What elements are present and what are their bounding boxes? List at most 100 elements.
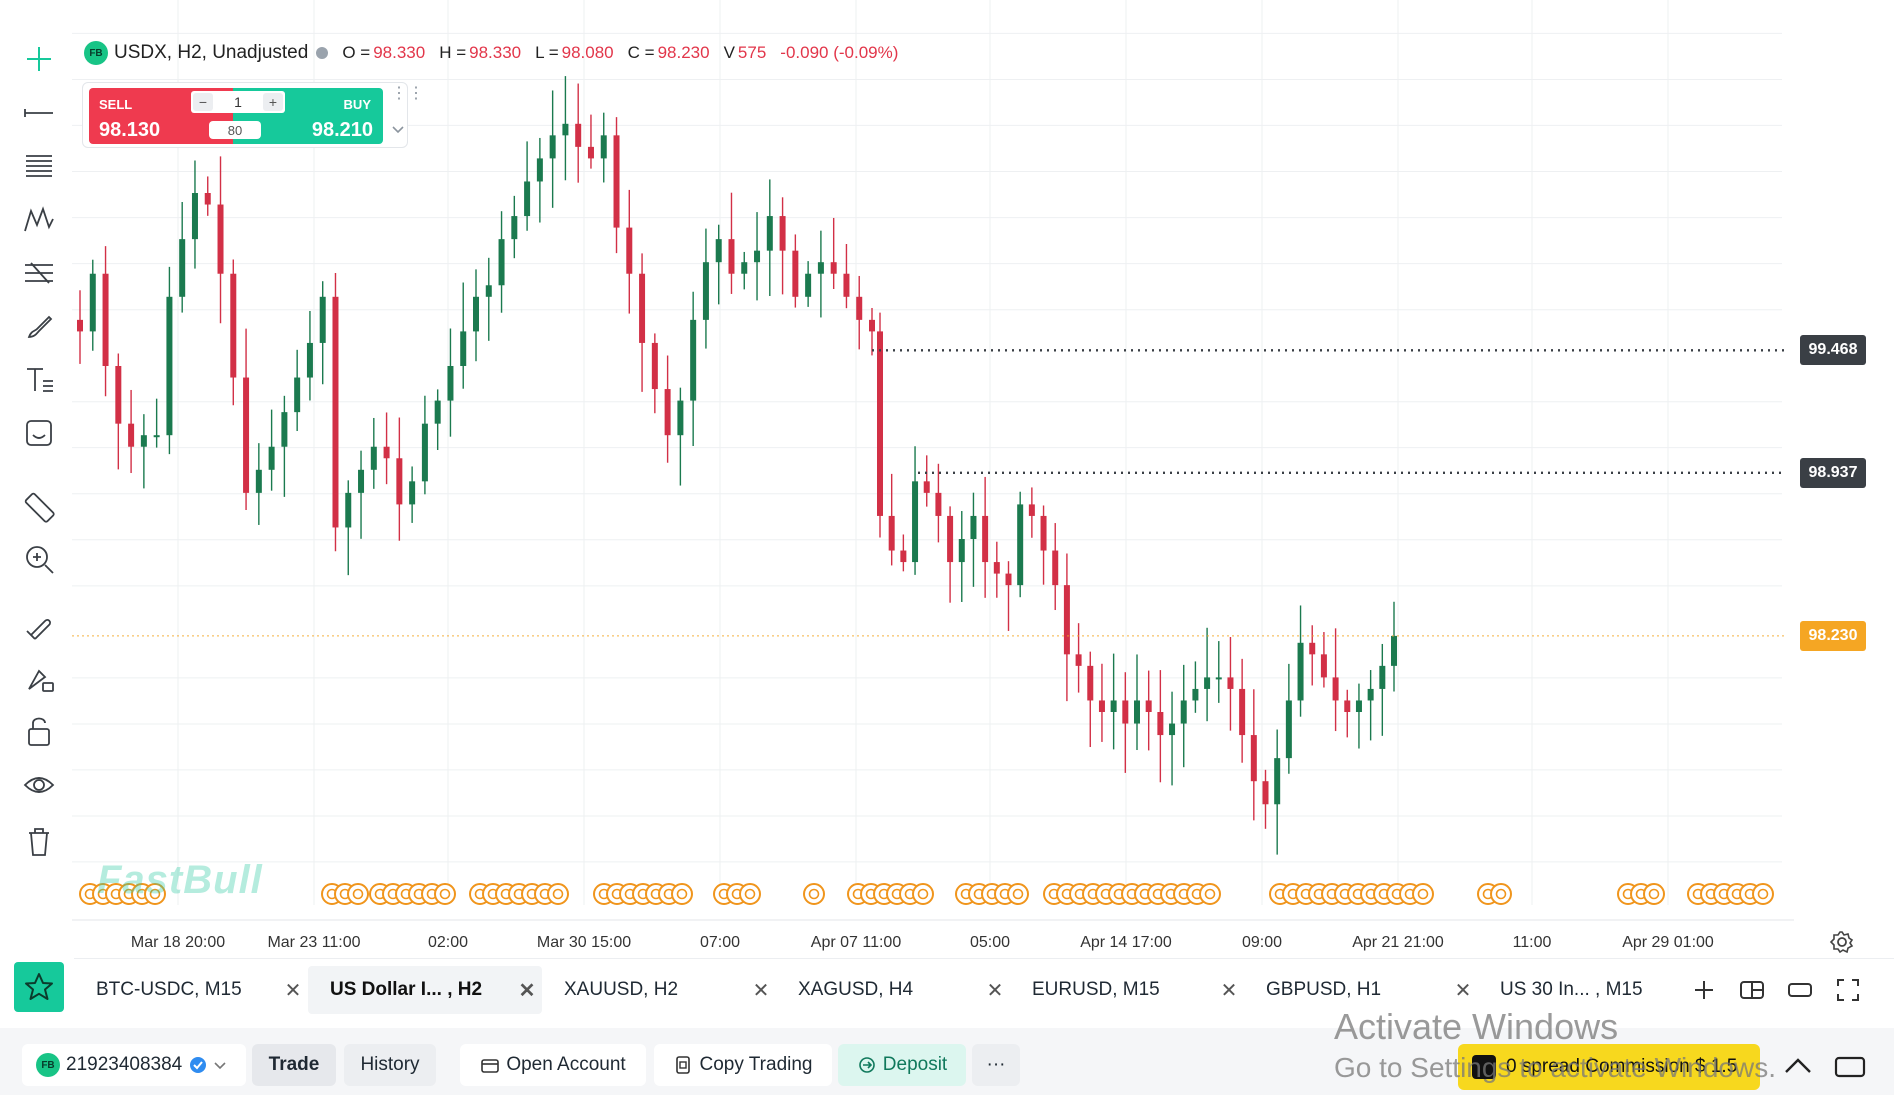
candle-body xyxy=(1110,700,1117,712)
channel-tool[interactable] xyxy=(18,252,60,294)
text-tool[interactable] xyxy=(18,358,60,400)
candle-body xyxy=(1122,700,1129,724)
increase-quantity-button[interactable]: + xyxy=(262,93,283,111)
zoom-in-tool[interactable] xyxy=(18,538,60,580)
chart-tab[interactable]: BTC-USDC, M15 ✕ xyxy=(74,966,308,1014)
event-marker-dot xyxy=(1757,888,1769,900)
candle-body xyxy=(1332,677,1339,701)
watchlist-star-button[interactable] xyxy=(14,962,64,1012)
eye-tool[interactable] xyxy=(18,764,60,806)
quantity-stepper[interactable]: − 1 + xyxy=(191,91,285,113)
promo-banner[interactable]: 0 spread Commission $ 1.5 xyxy=(1458,1044,1760,1090)
chevron-up-icon[interactable] xyxy=(1778,1050,1818,1084)
candle-body xyxy=(306,342,313,378)
close-tab-icon[interactable]: ✕ xyxy=(518,979,536,1002)
panel-toggle-icon[interactable] xyxy=(1830,1050,1870,1084)
chart-settings-gear-icon[interactable] xyxy=(1828,928,1856,956)
deposit-button[interactable]: Deposit xyxy=(838,1044,966,1086)
magnet-tool[interactable] xyxy=(18,606,60,648)
candle-body xyxy=(294,377,301,413)
close-tab-icon[interactable]: ✕ xyxy=(284,979,302,1002)
candle-body xyxy=(993,562,1000,574)
chart-tab[interactable]: EURUSD, M15 ✕ xyxy=(1010,966,1244,1014)
candle-body xyxy=(1309,642,1316,655)
candle-body xyxy=(888,515,895,551)
candle-body xyxy=(877,331,883,516)
candle-body xyxy=(1028,504,1035,516)
chart-tab[interactable]: US Dollar I... , H2 ✕ xyxy=(308,966,542,1014)
chart-tab[interactable]: US 30 In... , M15 xyxy=(1478,966,1712,1014)
chart-legend: FB USDX, H2, Unadjusted O = 98.330 H = 9… xyxy=(84,40,912,66)
candle-body xyxy=(358,469,365,493)
chart-tab[interactable]: GBPUSD, H1 ✕ xyxy=(1244,966,1478,1014)
price-badge: 99.468 xyxy=(1800,335,1866,366)
drag-handle-icon[interactable]: ⋮⋮ xyxy=(391,85,425,102)
open-account-button[interactable]: Open Account xyxy=(460,1044,646,1086)
candle-body xyxy=(958,539,965,563)
open-account-label: Open Account xyxy=(506,1054,626,1075)
trash-tool[interactable] xyxy=(18,820,60,862)
candle-body xyxy=(715,239,722,263)
symbol-title[interactable]: USDX, H2, Unadjusted xyxy=(114,42,309,63)
decrease-quantity-button[interactable]: − xyxy=(193,93,213,111)
sell-label: SELL xyxy=(99,97,133,112)
close-tab-icon[interactable]: ✕ xyxy=(1220,979,1238,1002)
candle-body xyxy=(766,216,773,251)
history-tab[interactable]: History xyxy=(344,1044,436,1086)
layout-button[interactable] xyxy=(1732,970,1772,1010)
activate-windows-title: Activate Windows xyxy=(1334,1006,1619,1047)
pattern-tool[interactable] xyxy=(18,198,60,240)
candle-body xyxy=(805,273,812,297)
horizontal-line-tool[interactable] xyxy=(18,92,60,134)
chart-tab[interactable]: XAGUSD, H4 ✕ xyxy=(776,966,1010,1014)
brush-tool[interactable] xyxy=(18,306,60,348)
candle-body xyxy=(651,342,658,390)
unlock-tool[interactable] xyxy=(18,710,60,752)
candle-body xyxy=(383,446,390,459)
channel-icon xyxy=(25,262,53,284)
account-selector[interactable]: FB 21923408384 xyxy=(22,1044,246,1086)
candle-body xyxy=(562,123,569,136)
copy-trading-button[interactable]: Copy Trading xyxy=(654,1044,832,1086)
single-view-button[interactable] xyxy=(1780,970,1820,1010)
fullscreen-button[interactable] xyxy=(1828,970,1868,1010)
candle-body xyxy=(1391,635,1397,666)
quantity-value[interactable]: 1 xyxy=(234,94,242,110)
crosshair-tool[interactable] xyxy=(18,38,60,80)
trade-tab[interactable]: Trade xyxy=(252,1044,336,1086)
candle-body xyxy=(1017,504,1024,586)
chart-tab-label: XAGUSD, H4 xyxy=(798,979,914,1000)
activate-windows-subtitle: Go to Settings to activate Windows. xyxy=(1334,1052,1776,1083)
copy-icon xyxy=(676,1056,691,1074)
candle-body xyxy=(153,435,160,438)
fib-levels-tool[interactable] xyxy=(18,144,60,186)
close-tab-icon[interactable]: ✕ xyxy=(1454,979,1472,1002)
price-chart[interactable]: 100.842100.642100.443100.243100.04399.84… xyxy=(72,0,1794,958)
more-button[interactable]: ··· xyxy=(972,1044,1020,1086)
close-tab-icon[interactable]: ✕ xyxy=(752,979,770,1002)
candle-body xyxy=(1367,688,1374,701)
event-marker-icon xyxy=(347,883,369,905)
event-marker-dot xyxy=(808,888,820,900)
ruler-tool[interactable] xyxy=(18,486,60,528)
candle-body xyxy=(1052,550,1059,586)
candle-body xyxy=(1320,654,1327,678)
window-icon xyxy=(1788,983,1812,997)
chart-area[interactable]: 100.842100.642100.443100.243100.04399.84… xyxy=(72,0,1794,958)
emoji-tool[interactable] xyxy=(18,412,60,454)
quick-trade-widget: SELL 98.130 BUY 98.210 − 1 + 80 ⋮⋮ xyxy=(82,82,425,148)
chevron-down-icon[interactable] xyxy=(389,119,407,139)
chart-tab[interactable]: XAUUSD, H2 ✕ xyxy=(542,966,776,1014)
candle-body xyxy=(1355,700,1362,712)
candle-body xyxy=(498,239,505,286)
close-tab-icon[interactable]: ✕ xyxy=(986,979,1004,1002)
add-tab-button[interactable] xyxy=(1684,970,1724,1010)
horizontal-line-icon xyxy=(24,109,53,117)
event-marker-icon xyxy=(671,883,693,905)
candle-body xyxy=(115,366,122,424)
lock-drawing-tool[interactable] xyxy=(18,658,60,700)
event-marker-dot xyxy=(917,888,929,900)
candle-body xyxy=(396,458,403,505)
candle-body xyxy=(1262,781,1269,805)
